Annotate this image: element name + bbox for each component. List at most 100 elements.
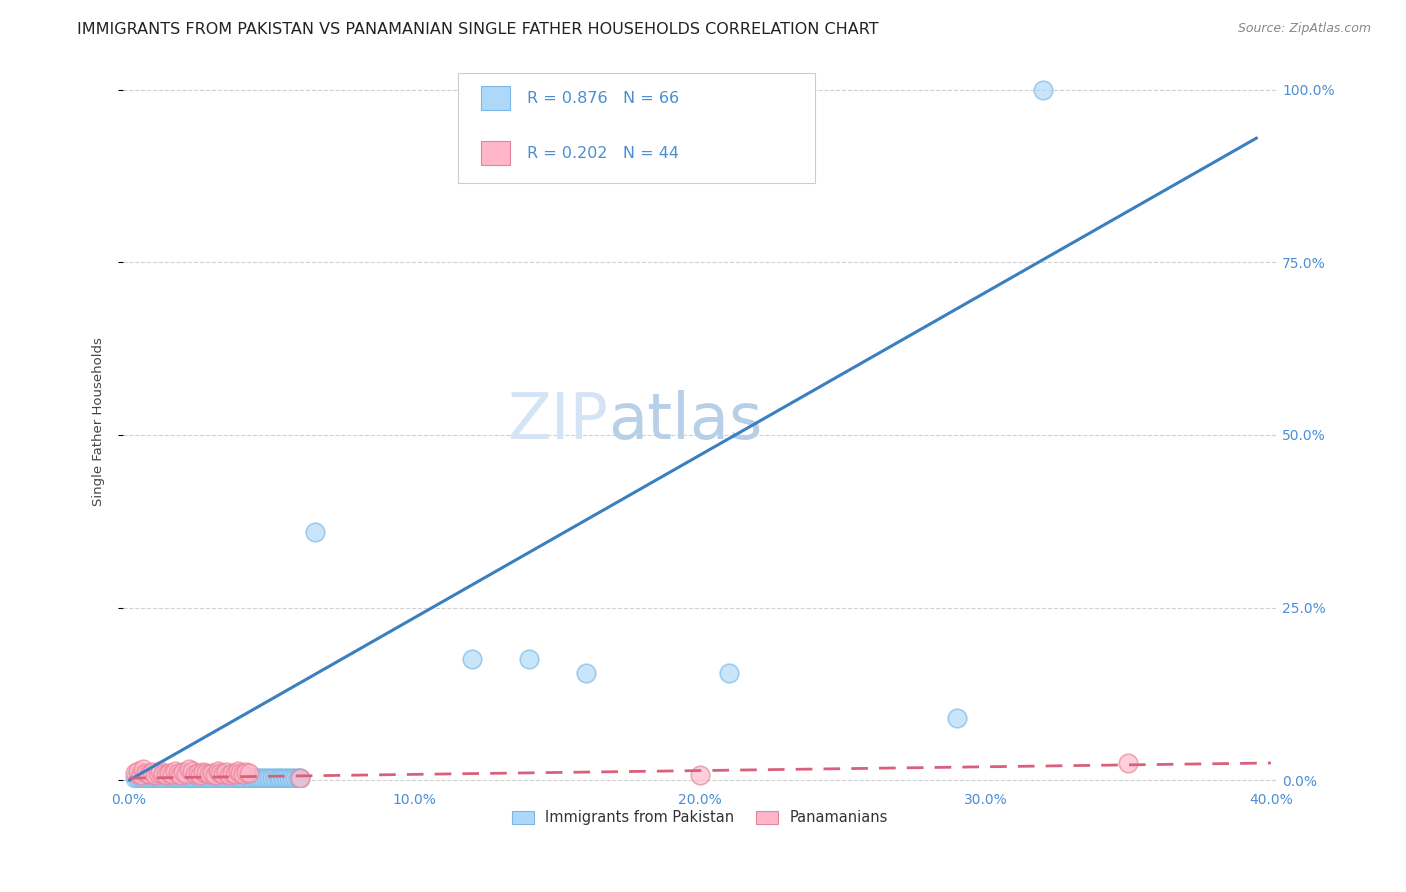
Point: [269, 771, 291, 785]
Point: [180, 764, 202, 779]
Point: [229, 766, 252, 780]
Point: [152, 771, 174, 785]
Point: [290, 771, 312, 785]
Point: [290, 771, 312, 785]
Point: [163, 764, 186, 778]
Point: [129, 771, 152, 785]
Point: [184, 771, 207, 785]
Point: [152, 767, 174, 781]
Point: [141, 764, 163, 779]
Point: [263, 771, 285, 785]
Point: [166, 771, 188, 785]
Point: [201, 765, 224, 780]
Point: [146, 771, 169, 785]
Point: [209, 766, 232, 780]
Text: R = 0.876   N = 66: R = 0.876 N = 66: [527, 91, 679, 105]
Point: [174, 767, 197, 781]
Point: [266, 771, 288, 785]
Point: [169, 768, 191, 782]
Point: [143, 768, 166, 782]
Point: [232, 771, 254, 785]
Point: [689, 768, 711, 782]
Point: [209, 771, 232, 785]
Point: [238, 771, 260, 785]
FancyBboxPatch shape: [481, 141, 510, 165]
Point: [212, 767, 235, 781]
Point: [193, 771, 215, 785]
Point: [138, 767, 160, 781]
Point: [187, 765, 209, 780]
Point: [235, 764, 257, 779]
Point: [160, 767, 183, 781]
Point: [284, 771, 307, 785]
Point: [278, 771, 301, 785]
Point: [221, 765, 243, 780]
Point: [177, 771, 200, 785]
Point: [254, 771, 277, 785]
Point: [229, 771, 252, 785]
Point: [132, 771, 155, 785]
Point: [195, 771, 218, 785]
Point: [238, 765, 260, 780]
Point: [575, 666, 598, 681]
Point: [169, 771, 191, 785]
Point: [141, 771, 163, 785]
Point: [195, 766, 218, 780]
Point: [249, 771, 271, 785]
Point: [204, 771, 226, 785]
Text: atlas: atlas: [607, 390, 762, 452]
Point: [207, 771, 229, 785]
Point: [287, 771, 309, 785]
Point: [215, 764, 238, 779]
Point: [257, 771, 280, 785]
Point: [517, 652, 540, 666]
Point: [190, 768, 212, 782]
Point: [129, 768, 152, 782]
Point: [246, 771, 269, 785]
Point: [157, 765, 180, 780]
Legend: Immigrants from Pakistan, Panamanians: Immigrants from Pakistan, Panamanians: [506, 805, 894, 831]
Point: [149, 771, 172, 785]
Point: [271, 771, 294, 785]
Point: [224, 767, 246, 781]
Point: [146, 766, 169, 780]
Point: [132, 762, 155, 776]
Point: [124, 766, 146, 780]
FancyBboxPatch shape: [458, 73, 815, 183]
Point: [172, 771, 194, 785]
Point: [281, 771, 304, 785]
Text: ZIP: ZIP: [506, 390, 607, 452]
Point: [172, 764, 194, 779]
Point: [252, 771, 274, 785]
Point: [155, 771, 177, 785]
Point: [235, 771, 257, 785]
Point: [124, 771, 146, 785]
Point: [193, 764, 215, 779]
Point: [226, 771, 249, 785]
Point: [143, 771, 166, 785]
Point: [149, 764, 172, 779]
Y-axis label: Single Father Households: Single Father Households: [93, 336, 105, 506]
Point: [304, 524, 326, 539]
Point: [166, 766, 188, 780]
Point: [187, 771, 209, 785]
Point: [224, 771, 246, 785]
Point: [207, 764, 229, 779]
Point: [135, 766, 157, 780]
Point: [1116, 756, 1139, 770]
Point: [190, 771, 212, 785]
Point: [460, 652, 482, 666]
Point: [127, 764, 149, 779]
Point: [155, 768, 177, 782]
Point: [1031, 83, 1053, 97]
FancyBboxPatch shape: [481, 87, 510, 110]
Point: [174, 771, 197, 785]
Point: [226, 764, 249, 779]
Point: [274, 771, 297, 785]
Point: [198, 771, 221, 785]
Point: [180, 771, 202, 785]
Point: [138, 771, 160, 785]
Point: [215, 771, 238, 785]
Point: [127, 771, 149, 785]
Point: [212, 771, 235, 785]
